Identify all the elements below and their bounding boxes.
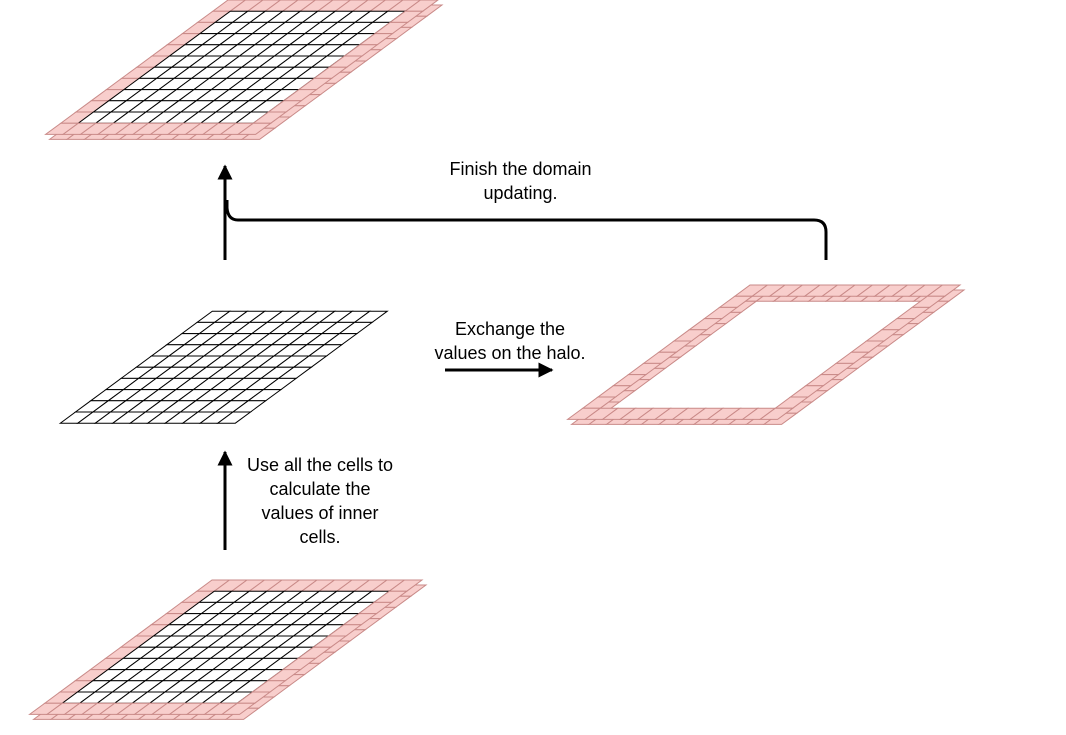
label-finish: Finish the domain updating. — [418, 157, 623, 205]
label-exchange-line-2: values on the halo. — [434, 343, 586, 363]
inner-cell — [216, 411, 253, 424]
top-updated-grid — [44, 0, 444, 140]
halo-cell-edge — [224, 707, 261, 720]
right-halo-grid — [566, 284, 966, 425]
label-use-line-2: calculate the — [269, 479, 371, 499]
label-exchange-line-1: Exchange the — [454, 319, 566, 339]
label-use-line-4: cells. — [299, 527, 341, 547]
halo-cell — [758, 407, 795, 420]
halo-cell — [236, 122, 273, 135]
label-use-line-3: values of inner — [261, 503, 379, 523]
halo-cell-edge — [240, 127, 277, 140]
label-use-line-1: Use all the cells to — [246, 455, 394, 475]
middle-inner-grid — [58, 310, 389, 424]
label-exchange: Exchange the values on the halo. — [420, 317, 600, 365]
label-finish-line-1: Finish the domain — [449, 159, 592, 179]
return-connector — [225, 200, 828, 260]
halo-cell — [220, 702, 257, 715]
halo-cell-edge — [762, 412, 799, 425]
bottom-full-grid — [28, 579, 428, 720]
label-finish-line-2: updating. — [483, 183, 558, 203]
label-use: Use all the cells to calculate the value… — [232, 453, 408, 549]
